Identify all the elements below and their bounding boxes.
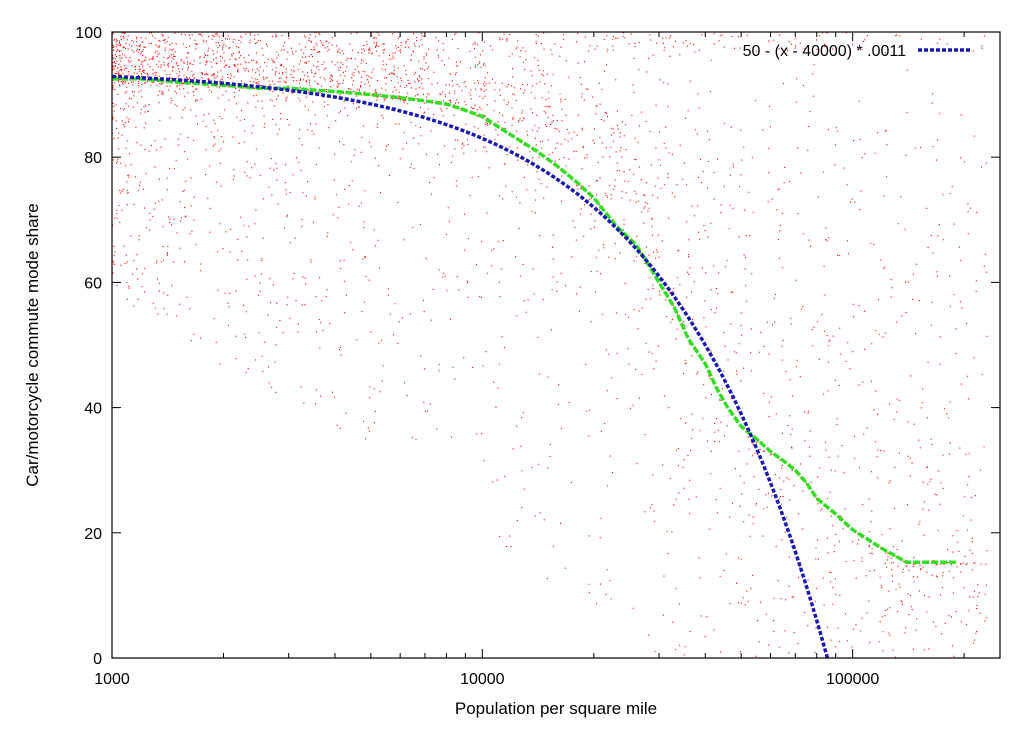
y-axis-title: Car/motorcycle commute mode share <box>23 203 42 486</box>
median-line <box>112 77 956 564</box>
y-tick-label: 60 <box>84 275 102 292</box>
plot-frame <box>111 31 1001 659</box>
y-tick-label: 100 <box>75 25 102 42</box>
legend: 50 - (x - 40000) * .0011 <box>743 43 972 60</box>
y-tick-label: 0 <box>93 651 102 668</box>
x-tick-label: 10000 <box>460 671 505 688</box>
x-axis-title: Population per square mile <box>455 699 657 718</box>
x-tick-label: 100000 <box>826 671 879 688</box>
scatter-dots <box>112 32 988 659</box>
y-tick-label: 20 <box>84 526 102 543</box>
x-tick-label: 1000 <box>94 671 130 688</box>
fit-line <box>111 74 830 659</box>
y-tick-label: 80 <box>84 150 102 167</box>
axis-ticks: 0 20 40 60 80 100 1000 10000 100000 <box>75 25 1000 688</box>
scatter-points <box>112 32 988 659</box>
y-tick-label: 40 <box>84 401 102 418</box>
legend-label-fit: 50 - (x - 40000) * .0011 <box>743 43 906 60</box>
